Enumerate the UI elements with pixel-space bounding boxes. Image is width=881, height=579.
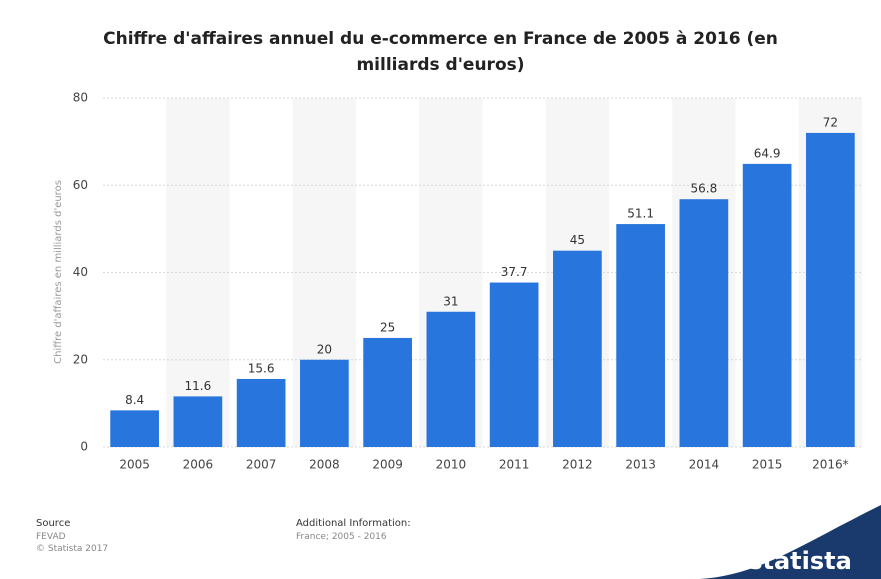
x-tick-label: 2006 <box>183 458 214 472</box>
value-label: 31 <box>443 294 458 308</box>
y-tick-label: 60 <box>73 178 88 192</box>
x-tick-label: 2016* <box>812 458 849 472</box>
value-label: 11.6 <box>185 379 212 393</box>
source-title: Source <box>36 518 70 529</box>
bar <box>616 224 665 447</box>
x-tick-label: 2005 <box>119 458 150 472</box>
y-tick-label: 80 <box>73 91 88 105</box>
copyright: © Statista 2017 <box>36 544 108 554</box>
x-tick-label: 2007 <box>246 458 277 472</box>
bar <box>679 199 729 447</box>
source: FEVAD <box>36 532 66 542</box>
bar <box>742 163 792 447</box>
bar <box>553 250 602 447</box>
value-label: 20 <box>317 342 332 356</box>
value-label: 15.6 <box>248 361 275 375</box>
bar <box>110 410 159 447</box>
bar <box>363 337 412 447</box>
x-tick-label: 2013 <box>625 458 656 472</box>
value-label: 64.9 <box>754 146 781 160</box>
x-tick-label: 2010 <box>436 458 467 472</box>
value-label: 72 <box>823 115 838 129</box>
x-tick-label: 2009 <box>372 458 403 472</box>
value-label: 37.7 <box>501 265 528 279</box>
y-axis-label: Chiffre d'affaires en milliards d'euros <box>53 180 64 364</box>
value-label: 8.4 <box>125 393 144 407</box>
info-title: Additional Information: <box>296 518 411 529</box>
bar <box>806 132 855 447</box>
bar <box>173 396 223 447</box>
value-label: 51.1 <box>627 207 654 221</box>
logo: statista <box>748 547 852 575</box>
x-tick-label: 2014 <box>689 458 720 472</box>
x-tick-label: 2015 <box>752 458 783 472</box>
bar <box>426 311 476 447</box>
value-label: 56.8 <box>691 182 718 196</box>
x-tick-label: 2011 <box>499 458 530 472</box>
y-tick-label: 20 <box>73 352 88 366</box>
bar <box>489 282 539 447</box>
chart-title: Chiffre d'affaires annuel du e-commerce … <box>103 29 778 75</box>
bar <box>300 359 349 447</box>
x-tick-label: 2008 <box>309 458 340 472</box>
info: France; 2005 - 2016 <box>296 532 387 542</box>
x-tick-label: 2012 <box>562 458 593 472</box>
y-tick-label: 0 <box>80 440 88 454</box>
value-label: 25 <box>380 320 395 334</box>
y-tick-label: 40 <box>73 265 88 279</box>
logo-wave <box>700 505 881 579</box>
bar <box>236 378 286 447</box>
value-label: 45 <box>570 233 585 247</box>
